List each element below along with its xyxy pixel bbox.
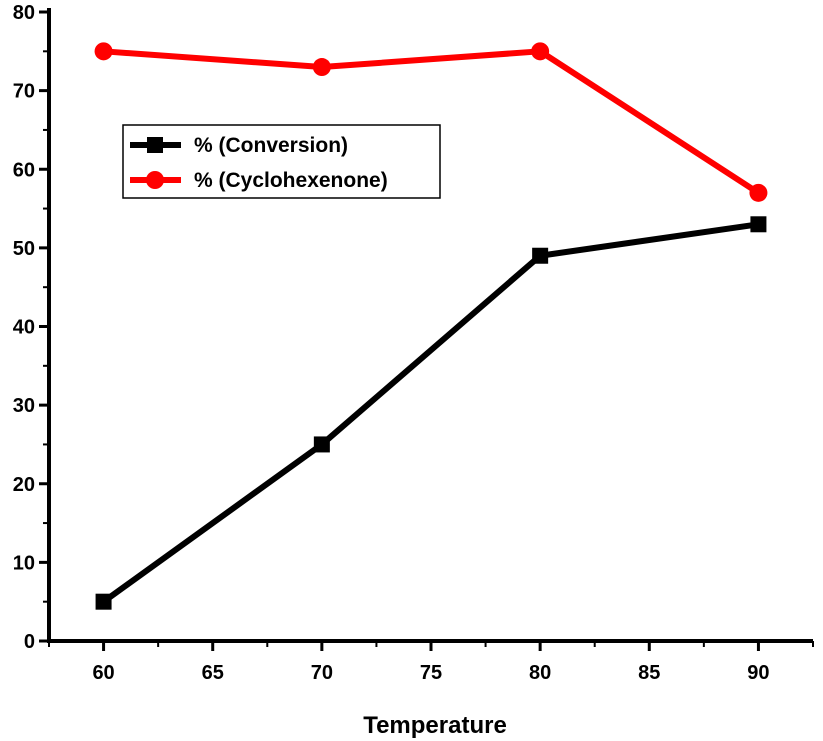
x-tick-label: 90 [747,662,769,684]
x-ticks: 60 65 70 75 80 85 90 [48,641,814,684]
y-tick-label: 10 [13,552,35,574]
axes [47,8,813,643]
y-tick-label: 70 [13,81,35,103]
legend-marker-0 [147,137,163,153]
data-point [531,42,550,61]
y-tick-label: 30 [13,395,35,417]
legend-marker-1 [146,171,164,189]
y-tick-label: 60 [13,159,35,181]
x-tick-label: 70 [311,662,333,684]
data-point [750,216,767,233]
data-point [312,58,331,77]
y-tick-label: 80 [13,2,35,24]
data-point [95,593,112,610]
legend-label-1: % (Cyclohexenone) [194,169,388,192]
data-point [313,436,330,453]
data-point [94,42,113,61]
series-layer [94,42,768,610]
x-tick-label: 80 [529,662,551,684]
legend: % (Conversion) % (Cyclohexenone) [122,124,441,199]
legend-box [122,124,441,199]
x-axis-title: Temperature [363,712,507,739]
x-tick-label: 75 [420,662,442,684]
y-tick-label: 40 [13,317,35,339]
y-tick-label: 0 [24,631,35,653]
data-point [532,247,549,264]
series-line-0 [101,221,759,605]
x-tick-label: 60 [92,662,114,684]
y-tick-label: 20 [13,474,35,496]
legend-label-0: % (Conversion) [194,134,348,157]
y-tick-label: 50 [13,238,35,260]
data-point [749,183,768,202]
x-tick-label: 85 [638,662,660,684]
y-ticks: 0 10 20 30 40 50 60 70 80 [13,2,49,653]
series-line-1 [103,48,761,196]
x-tick-label: 65 [202,662,224,684]
